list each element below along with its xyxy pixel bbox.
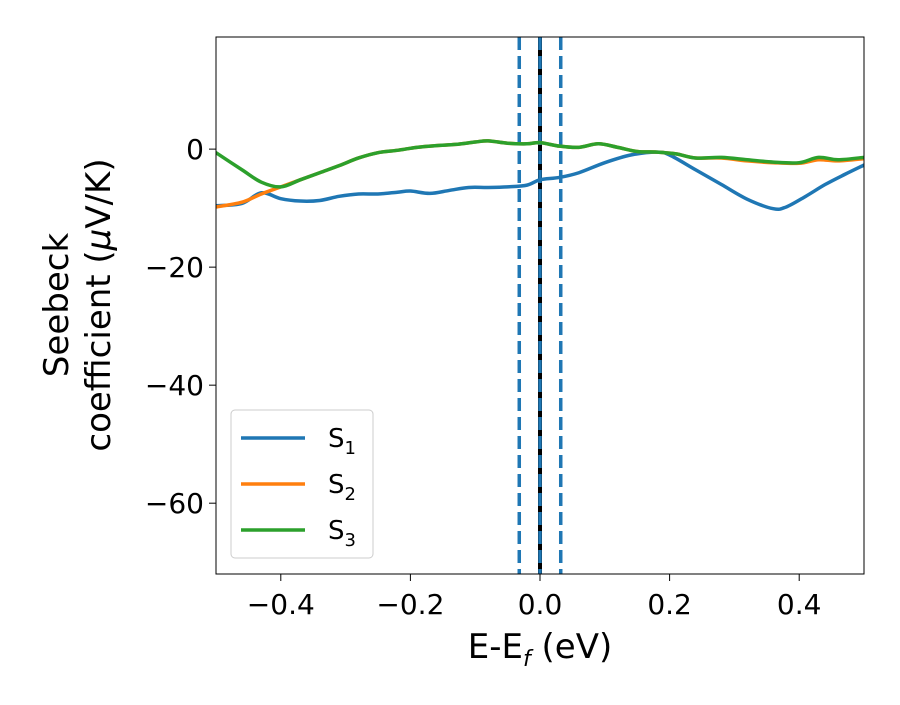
vertical-marker-lines — [517, 37, 563, 574]
y-tick-label: −40 — [145, 369, 204, 402]
legend-label-s3: S3 — [328, 516, 356, 551]
y-tick-label: 0 — [186, 133, 204, 166]
x-tick-label: 0.4 — [777, 588, 822, 621]
y-tick-label: −60 — [145, 487, 204, 520]
series-lines — [216, 139, 864, 212]
x-tick-label: −0.4 — [247, 588, 315, 621]
y-axis-title-line1: Seebeck — [37, 233, 77, 378]
series-line-s1 — [216, 150, 864, 212]
series-line-s3 — [216, 139, 864, 189]
y-axis-title-line2: coefficient (μV/K) — [79, 158, 119, 451]
x-axis-ticks: −0.4 −0.2 0.0 0.2 0.4 — [247, 574, 822, 621]
x-tick-label: 0.2 — [647, 588, 692, 621]
x-tick-label: 0.0 — [518, 588, 563, 621]
y-axis-title: Seebeck coefficient (μV/K) — [37, 158, 119, 451]
legend: S1 S2 S3 — [230, 409, 374, 559]
x-tick-label: −0.2 — [376, 588, 444, 621]
y-axis-ticks: 0 −20 −40 −60 — [145, 133, 216, 520]
legend-label-s1: S1 — [328, 424, 356, 459]
legend-label-s2: S2 — [328, 470, 356, 505]
x-axis-title: E-Ef (eV) — [468, 627, 613, 672]
y-tick-label: −20 — [145, 251, 204, 284]
